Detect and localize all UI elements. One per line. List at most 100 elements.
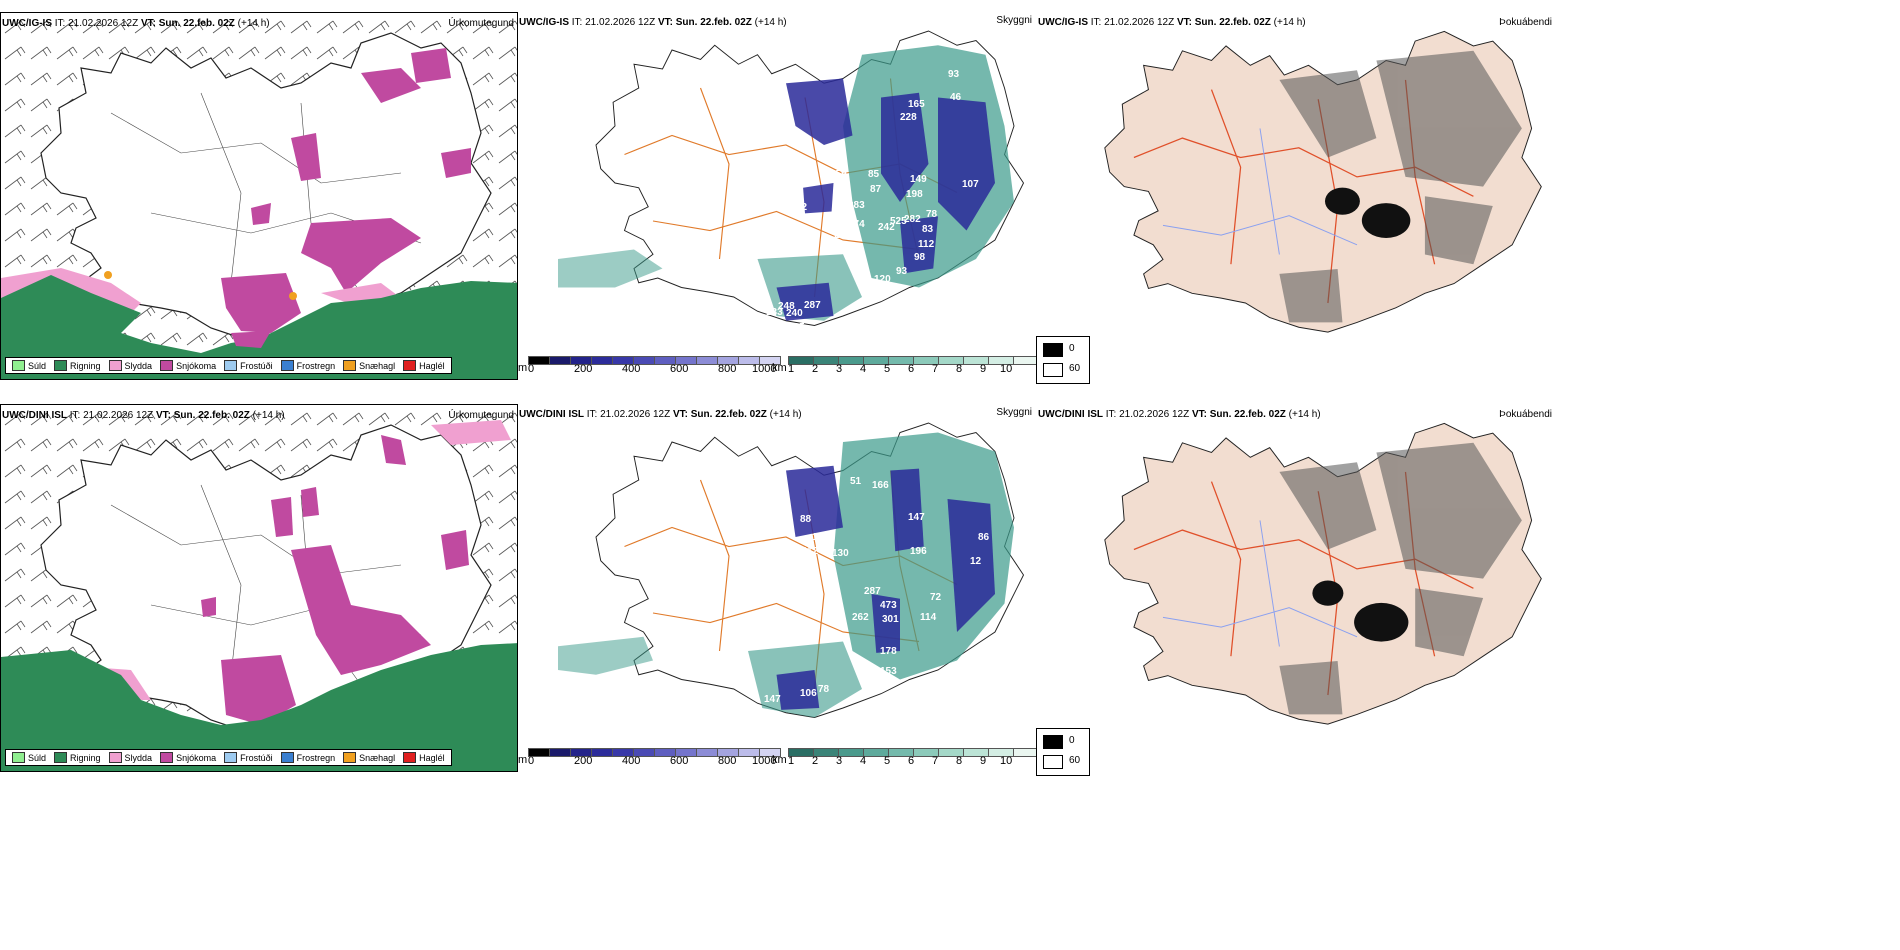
spot-value-label: 196 <box>910 546 927 557</box>
spot-value-label: 167 <box>818 149 835 160</box>
precip-title-top: Úrkomutegund <box>448 18 514 29</box>
spot-value-label: 525 <box>890 216 907 227</box>
spot-value-label: 198 <box>906 189 923 200</box>
spot-value-label: 85 <box>868 169 880 180</box>
fog-panel-top: UWC/IG-IS IT: 21.02.2026 12Z VT: Sun. 22… <box>1036 12 1900 380</box>
legend-item-frostregn: Frostregn <box>280 360 335 371</box>
fog-map-bottom <box>1104 422 1542 725</box>
spot-value-label: 72 <box>930 592 942 603</box>
precip-map-bottom <box>1 405 517 771</box>
height-colorbar-top: m 0 200 400 600 800 1000 km 1 2 3 4 5 6 7 8 9 10 <box>518 356 1039 378</box>
vt-value: Sun. 22.feb. 02Z <box>158 18 235 29</box>
spot-value-label: 262 <box>852 612 869 623</box>
spot-value-label: 159 <box>830 169 847 180</box>
precip-title-bottom: Úrkomutegund <box>448 410 514 421</box>
precip-header-top: UWC/IG-IS IT: 21.02.2026 12Z VT: Sun. 22… <box>2 18 270 29</box>
precip-header-bottom: UWC/DINI ISL IT: 21.02.2026 12Z VT: Sun.… <box>2 410 285 421</box>
spot-value-label: 78 <box>926 209 938 220</box>
height-colorbar-bottom: m 0 200 400 600 800 1000 km 1 2 3 4 5 6 7 8 9 10 <box>518 748 1039 770</box>
legend-item-frostudi: Frostúði <box>224 360 273 371</box>
fog-legend-bottom: 0 60 <box>1036 728 1090 776</box>
lead-time: (+14 h) <box>252 410 285 421</box>
legend-item-slydda: Slydda <box>108 752 152 763</box>
legend-item-sudd: Súld <box>12 360 46 371</box>
spot-value-label: 120 <box>874 274 891 285</box>
spot-value-label: 178 <box>880 646 897 657</box>
spot-value-label: 147 <box>908 512 925 523</box>
legend-item-frostudi: Frostúði <box>224 752 273 763</box>
visibility-header-top: UWC/IG-IS IT: 21.02.2026 12Z VT: Sun. 22… <box>519 17 787 28</box>
spot-value-label: 228 <box>900 112 917 123</box>
spot-value-label: 147 <box>764 694 781 705</box>
legend-item-snaehagl: Snæhagl <box>343 752 395 763</box>
model-name: UWC/IG-IS <box>2 18 52 29</box>
legend-item-sudd: Súld <box>12 752 46 763</box>
fog-map-top <box>1104 30 1542 333</box>
visibility-panel-top: 84 167 120 159 85 87 149 198 283 282 525 274 242 262 8… <box>518 12 1036 380</box>
spot-value-label: 165 <box>908 99 925 110</box>
spot-value-label: 86 <box>978 532 990 543</box>
spot-value-label: 93 <box>896 266 908 277</box>
precip-panel-bottom: UWC/DINI ISL IT: 21.02.2026 12Z VT: Sun.… <box>0 404 518 772</box>
spot-value-label: 87 <box>870 184 882 195</box>
spot-value-label: 130 <box>832 548 849 559</box>
spot-value-label: 107 <box>962 179 979 190</box>
spot-value-label: 112 <box>918 239 935 250</box>
spot-value-label: 46 <box>950 92 962 103</box>
spot-value-label: 106 <box>800 688 817 699</box>
vt-label: VT: <box>140 18 156 29</box>
spot-value-label: 133 <box>766 307 783 318</box>
fog-panel-bottom: UWC/DINI ISL IT: 21.02.2026 12Z VT: Sun.… <box>1036 404 1900 772</box>
spot-value-label: 51 <box>850 476 862 487</box>
spot-value-label: 98 <box>914 252 926 263</box>
precip-legend-bottom: Súld Rigning Slydda Snjókoma Frostúði Fr… <box>5 749 452 766</box>
legend-item-snaehagl: Snæhagl <box>343 360 395 371</box>
it-value: 21.02.2026 12Z <box>83 410 154 421</box>
spot-value-label: 149 <box>910 174 927 185</box>
spot-value-label: 473 <box>880 600 897 611</box>
spot-value-label: 262 <box>834 230 851 241</box>
legend-item-rigning: Rigning <box>54 360 101 371</box>
fog-legend-top: 0 60 <box>1036 336 1090 384</box>
spot-value-label: 282 <box>904 214 921 225</box>
spot-value-label: 88 <box>800 514 812 525</box>
spot-value-label: 166 <box>872 480 889 491</box>
precip-panel-top: UWC/IG-IS IT: 21.02.2026 12Z VT: Sun. 22… <box>0 12 518 380</box>
legend-item-rigning: Rigning <box>54 752 101 763</box>
fog-header-top: UWC/IG-IS IT: 21.02.2026 12Z VT: Sun. 22… <box>1038 17 1306 28</box>
precip-legend-top: Súld Rigning Slydda Snjókoma Frostúði Fr… <box>5 357 452 374</box>
spot-value-label: 301 <box>882 614 899 625</box>
visibility-panel-bottom: 88 105 112 130 51 166 147 196 287 473 262 301 114 72 1… <box>518 404 1036 772</box>
lead-time: (+14 h) <box>237 18 270 29</box>
spot-value-label: 78 <box>818 684 830 695</box>
spot-value-label: 105 <box>812 532 829 543</box>
spot-value-label: 112 <box>802 546 819 557</box>
spot-value-label: 215 <box>788 322 805 333</box>
fog-title-top: Þokuábendi <box>1499 17 1552 28</box>
spot-value-label: 82 <box>796 202 808 213</box>
spot-value-label: 242 <box>878 222 895 233</box>
visibility-title-top: Skyggni <box>996 15 1032 26</box>
legend-item-snjokoma: Snjókoma <box>160 360 216 371</box>
spot-value-label: 114 <box>920 612 937 623</box>
visibility-header-bottom: UWC/DINI ISL IT: 21.02.2026 12Z VT: Sun.… <box>519 409 802 420</box>
spot-value-label: 283 <box>848 200 865 211</box>
model-name: UWC/DINI ISL <box>2 410 67 421</box>
legend-item-snjokoma: Snjókoma <box>160 752 216 763</box>
precip-map-top <box>1 13 517 379</box>
legend-item-slydda: Slydda <box>108 360 152 371</box>
vt-value: Sun. 22.feb. 02Z <box>173 410 250 421</box>
spot-value-label: 83 <box>922 224 934 235</box>
spot-value-label: 84 <box>784 132 796 143</box>
spot-value-label: 120 <box>790 159 807 170</box>
visibility-title-bottom: Skyggni <box>996 407 1032 418</box>
spot-value-label: 274 <box>848 219 865 230</box>
fog-title-bottom: Þokuábendi <box>1499 409 1552 420</box>
spot-value-label: 287 <box>864 586 881 597</box>
fog-header-bottom: UWC/DINI ISL IT: 21.02.2026 12Z VT: Sun.… <box>1038 409 1321 420</box>
it-label: IT: <box>69 410 81 421</box>
